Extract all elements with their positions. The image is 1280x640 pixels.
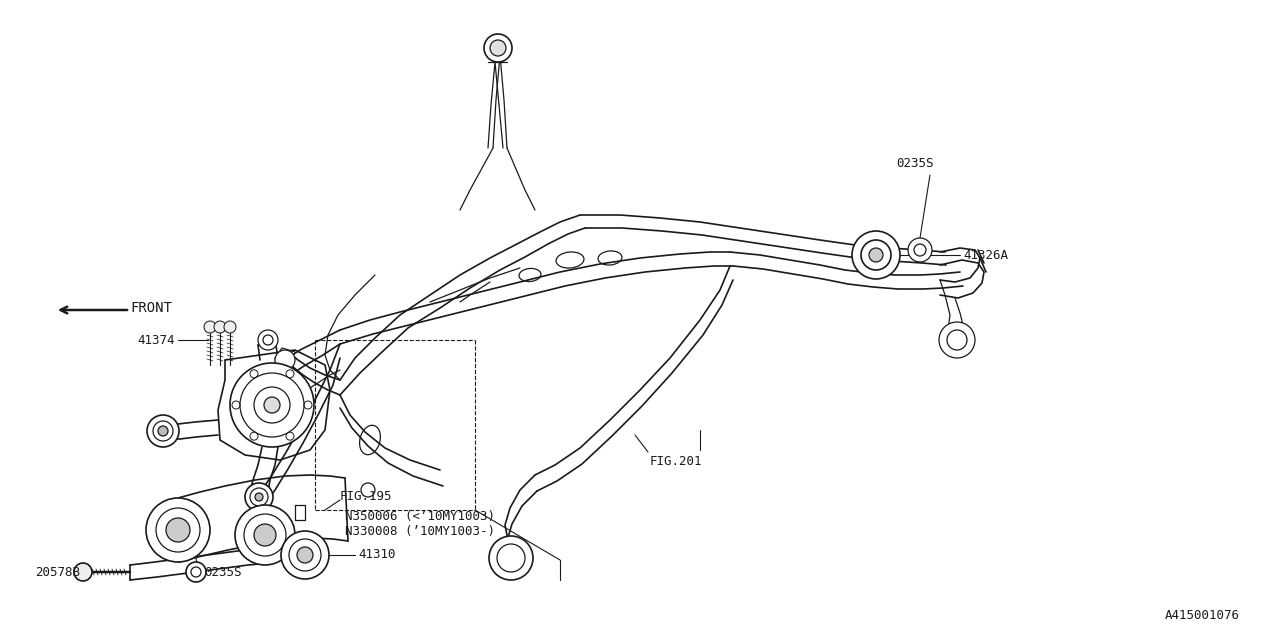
- Text: FRONT: FRONT: [131, 301, 172, 315]
- Circle shape: [230, 363, 314, 447]
- Circle shape: [166, 518, 189, 542]
- Circle shape: [484, 34, 512, 62]
- Circle shape: [204, 321, 216, 333]
- Text: 41310: 41310: [358, 548, 396, 561]
- Circle shape: [259, 330, 278, 350]
- Circle shape: [282, 531, 329, 579]
- Circle shape: [297, 547, 314, 563]
- Circle shape: [253, 524, 276, 546]
- Circle shape: [275, 350, 294, 370]
- Text: N350006 (<’10MY1003): N350006 (<’10MY1003): [346, 510, 495, 523]
- Circle shape: [147, 415, 179, 447]
- Circle shape: [236, 505, 294, 565]
- Text: FIG.201: FIG.201: [650, 455, 703, 468]
- Circle shape: [852, 231, 900, 279]
- Circle shape: [74, 563, 92, 581]
- Circle shape: [146, 498, 210, 562]
- Circle shape: [908, 238, 932, 262]
- Circle shape: [869, 248, 883, 262]
- Circle shape: [940, 322, 975, 358]
- Text: 20578B: 20578B: [35, 566, 81, 579]
- Text: N330008 (’10MY1003-): N330008 (’10MY1003-): [346, 525, 495, 538]
- Text: A415001076: A415001076: [1165, 609, 1240, 622]
- Circle shape: [490, 40, 506, 56]
- Circle shape: [255, 493, 262, 501]
- Circle shape: [186, 562, 206, 582]
- Text: FIG.195: FIG.195: [340, 490, 393, 503]
- Circle shape: [214, 321, 227, 333]
- Text: 41374: 41374: [137, 333, 175, 346]
- Text: 0235S: 0235S: [896, 157, 933, 170]
- Circle shape: [224, 321, 236, 333]
- Circle shape: [157, 426, 168, 436]
- Circle shape: [244, 483, 273, 511]
- Text: 41326A: 41326A: [963, 248, 1009, 262]
- Circle shape: [264, 397, 280, 413]
- Text: 0235S: 0235S: [204, 566, 242, 579]
- Circle shape: [489, 536, 532, 580]
